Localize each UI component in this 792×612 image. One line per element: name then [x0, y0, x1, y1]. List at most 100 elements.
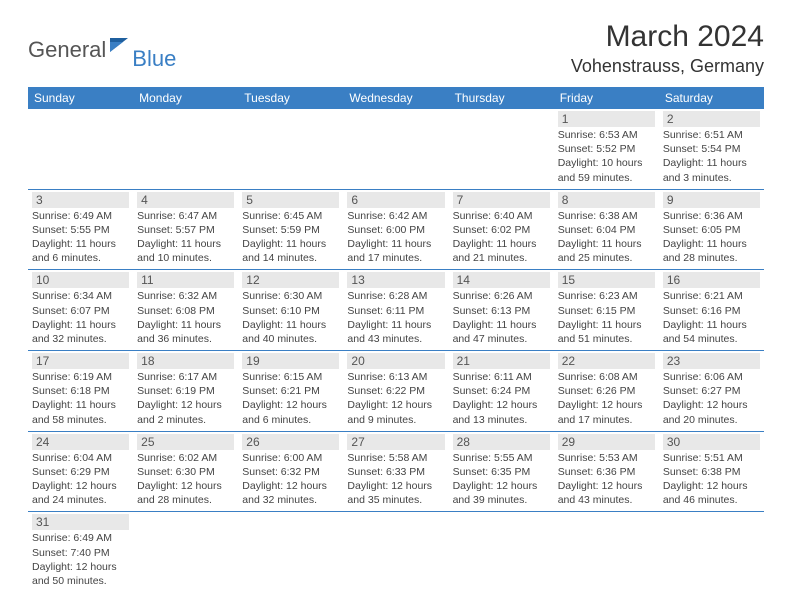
- day-number: 23: [663, 353, 760, 369]
- calendar-cell: 16Sunrise: 6:21 AMSunset: 6:16 PMDayligh…: [659, 270, 764, 351]
- day-info: Sunrise: 6:38 AMSunset: 6:04 PMDaylight:…: [558, 208, 655, 266]
- day-info: Sunrise: 6:04 AMSunset: 6:29 PMDaylight:…: [32, 450, 129, 508]
- calendar-cell: 5Sunrise: 6:45 AMSunset: 5:59 PMDaylight…: [238, 189, 343, 270]
- calendar-cell: 11Sunrise: 6:32 AMSunset: 6:08 PMDayligh…: [133, 270, 238, 351]
- day-info: Sunrise: 6:45 AMSunset: 5:59 PMDaylight:…: [242, 208, 339, 266]
- calendar-cell: 26Sunrise: 6:00 AMSunset: 6:32 PMDayligh…: [238, 431, 343, 512]
- day-info: Sunrise: 6:30 AMSunset: 6:10 PMDaylight:…: [242, 288, 339, 346]
- calendar-cell: [238, 109, 343, 189]
- day-info: Sunrise: 5:55 AMSunset: 6:35 PMDaylight:…: [453, 450, 550, 508]
- calendar-body: 1Sunrise: 6:53 AMSunset: 5:52 PMDaylight…: [28, 109, 764, 592]
- calendar-cell: 27Sunrise: 5:58 AMSunset: 6:33 PMDayligh…: [343, 431, 448, 512]
- title-block: March 2024 Vohenstrauss, Germany: [571, 20, 764, 77]
- calendar-row: 3Sunrise: 6:49 AMSunset: 5:55 PMDaylight…: [28, 189, 764, 270]
- calendar-row: 1Sunrise: 6:53 AMSunset: 5:52 PMDaylight…: [28, 109, 764, 189]
- day-number: 17: [32, 353, 129, 369]
- month-year: March 2024: [571, 20, 764, 54]
- calendar-row: 24Sunrise: 6:04 AMSunset: 6:29 PMDayligh…: [28, 431, 764, 512]
- day-info: Sunrise: 6:21 AMSunset: 6:16 PMDaylight:…: [663, 288, 760, 346]
- calendar-cell: 4Sunrise: 6:47 AMSunset: 5:57 PMDaylight…: [133, 189, 238, 270]
- day-info: Sunrise: 6:19 AMSunset: 6:18 PMDaylight:…: [32, 369, 129, 427]
- weekday-header: Monday: [133, 87, 238, 109]
- day-number: 1: [558, 111, 655, 127]
- day-number: 25: [137, 434, 234, 450]
- calendar-cell: [28, 109, 133, 189]
- calendar-cell: 9Sunrise: 6:36 AMSunset: 6:05 PMDaylight…: [659, 189, 764, 270]
- day-info: Sunrise: 6:15 AMSunset: 6:21 PMDaylight:…: [242, 369, 339, 427]
- logo-flag-icon: [110, 36, 132, 59]
- day-number: 29: [558, 434, 655, 450]
- calendar-cell: 29Sunrise: 5:53 AMSunset: 6:36 PMDayligh…: [554, 431, 659, 512]
- calendar-cell: 28Sunrise: 5:55 AMSunset: 6:35 PMDayligh…: [449, 431, 554, 512]
- calendar-cell: [238, 512, 343, 592]
- day-number: 14: [453, 272, 550, 288]
- weekday-header: Tuesday: [238, 87, 343, 109]
- calendar-cell: 1Sunrise: 6:53 AMSunset: 5:52 PMDaylight…: [554, 109, 659, 189]
- day-number: 9: [663, 192, 760, 208]
- calendar-cell: [449, 512, 554, 592]
- day-number: 31: [32, 514, 129, 530]
- day-info: Sunrise: 5:58 AMSunset: 6:33 PMDaylight:…: [347, 450, 444, 508]
- day-number: 22: [558, 353, 655, 369]
- day-info: Sunrise: 6:49 AMSunset: 7:40 PMDaylight:…: [32, 530, 129, 588]
- day-info: Sunrise: 6:34 AMSunset: 6:07 PMDaylight:…: [32, 288, 129, 346]
- day-info: Sunrise: 5:53 AMSunset: 6:36 PMDaylight:…: [558, 450, 655, 508]
- day-number: 8: [558, 192, 655, 208]
- day-info: Sunrise: 5:51 AMSunset: 6:38 PMDaylight:…: [663, 450, 760, 508]
- day-number: 2: [663, 111, 760, 127]
- weekday-header: Sunday: [28, 87, 133, 109]
- day-info: Sunrise: 6:53 AMSunset: 5:52 PMDaylight:…: [558, 127, 655, 185]
- logo-text-blue: Blue: [132, 46, 176, 72]
- weekday-header: Thursday: [449, 87, 554, 109]
- day-number: 7: [453, 192, 550, 208]
- day-number: 16: [663, 272, 760, 288]
- calendar-cell: 19Sunrise: 6:15 AMSunset: 6:21 PMDayligh…: [238, 351, 343, 432]
- calendar-cell: 6Sunrise: 6:42 AMSunset: 6:00 PMDaylight…: [343, 189, 448, 270]
- calendar-table: SundayMondayTuesdayWednesdayThursdayFrid…: [28, 87, 764, 592]
- calendar-cell: 13Sunrise: 6:28 AMSunset: 6:11 PMDayligh…: [343, 270, 448, 351]
- day-number: 20: [347, 353, 444, 369]
- day-info: Sunrise: 6:47 AMSunset: 5:57 PMDaylight:…: [137, 208, 234, 266]
- calendar-cell: 7Sunrise: 6:40 AMSunset: 6:02 PMDaylight…: [449, 189, 554, 270]
- day-number: 13: [347, 272, 444, 288]
- weekday-header: Wednesday: [343, 87, 448, 109]
- day-number: 27: [347, 434, 444, 450]
- day-info: Sunrise: 6:49 AMSunset: 5:55 PMDaylight:…: [32, 208, 129, 266]
- day-number: 18: [137, 353, 234, 369]
- location: Vohenstrauss, Germany: [571, 56, 764, 77]
- logo-text-general: General: [28, 37, 106, 63]
- calendar-row: 10Sunrise: 6:34 AMSunset: 6:07 PMDayligh…: [28, 270, 764, 351]
- day-number: 24: [32, 434, 129, 450]
- day-info: Sunrise: 6:11 AMSunset: 6:24 PMDaylight:…: [453, 369, 550, 427]
- day-info: Sunrise: 6:26 AMSunset: 6:13 PMDaylight:…: [453, 288, 550, 346]
- day-number: 21: [453, 353, 550, 369]
- page-header: General Blue March 2024 Vohenstrauss, Ge…: [28, 20, 764, 77]
- calendar-cell: 31Sunrise: 6:49 AMSunset: 7:40 PMDayligh…: [28, 512, 133, 592]
- calendar-cell: [343, 512, 448, 592]
- calendar-cell: 2Sunrise: 6:51 AMSunset: 5:54 PMDaylight…: [659, 109, 764, 189]
- day-info: Sunrise: 6:28 AMSunset: 6:11 PMDaylight:…: [347, 288, 444, 346]
- calendar-cell: 17Sunrise: 6:19 AMSunset: 6:18 PMDayligh…: [28, 351, 133, 432]
- calendar-cell: [343, 109, 448, 189]
- calendar-cell: 25Sunrise: 6:02 AMSunset: 6:30 PMDayligh…: [133, 431, 238, 512]
- calendar-cell: 24Sunrise: 6:04 AMSunset: 6:29 PMDayligh…: [28, 431, 133, 512]
- calendar-cell: 30Sunrise: 5:51 AMSunset: 6:38 PMDayligh…: [659, 431, 764, 512]
- calendar-cell: 15Sunrise: 6:23 AMSunset: 6:15 PMDayligh…: [554, 270, 659, 351]
- calendar-cell: 3Sunrise: 6:49 AMSunset: 5:55 PMDaylight…: [28, 189, 133, 270]
- calendar-cell: 10Sunrise: 6:34 AMSunset: 6:07 PMDayligh…: [28, 270, 133, 351]
- day-info: Sunrise: 6:02 AMSunset: 6:30 PMDaylight:…: [137, 450, 234, 508]
- calendar-cell: 21Sunrise: 6:11 AMSunset: 6:24 PMDayligh…: [449, 351, 554, 432]
- day-info: Sunrise: 6:00 AMSunset: 6:32 PMDaylight:…: [242, 450, 339, 508]
- calendar-cell: 8Sunrise: 6:38 AMSunset: 6:04 PMDaylight…: [554, 189, 659, 270]
- calendar-row: 17Sunrise: 6:19 AMSunset: 6:18 PMDayligh…: [28, 351, 764, 432]
- day-number: 26: [242, 434, 339, 450]
- day-info: Sunrise: 6:06 AMSunset: 6:27 PMDaylight:…: [663, 369, 760, 427]
- calendar-row: 31Sunrise: 6:49 AMSunset: 7:40 PMDayligh…: [28, 512, 764, 592]
- day-number: 30: [663, 434, 760, 450]
- calendar-cell: [659, 512, 764, 592]
- day-number: 12: [242, 272, 339, 288]
- day-info: Sunrise: 6:17 AMSunset: 6:19 PMDaylight:…: [137, 369, 234, 427]
- day-number: 6: [347, 192, 444, 208]
- day-number: 11: [137, 272, 234, 288]
- day-info: Sunrise: 6:36 AMSunset: 6:05 PMDaylight:…: [663, 208, 760, 266]
